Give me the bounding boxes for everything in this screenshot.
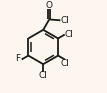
Text: Cl: Cl: [64, 30, 73, 39]
Text: Cl: Cl: [60, 16, 69, 25]
Text: F: F: [16, 54, 21, 63]
Text: Cl: Cl: [39, 72, 48, 81]
Text: O: O: [46, 1, 53, 10]
Text: Cl: Cl: [61, 59, 70, 68]
